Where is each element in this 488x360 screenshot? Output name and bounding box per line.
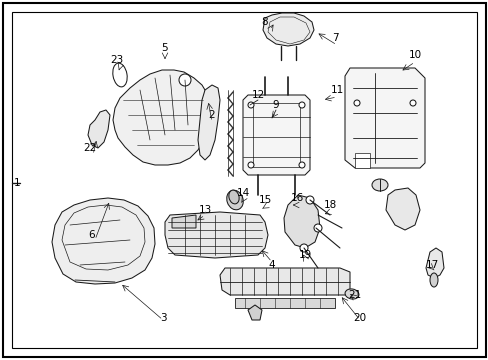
Ellipse shape <box>226 190 243 210</box>
Polygon shape <box>425 248 443 278</box>
Ellipse shape <box>353 100 359 106</box>
Text: 6: 6 <box>88 230 95 240</box>
Text: 2: 2 <box>208 110 215 120</box>
Polygon shape <box>172 215 196 228</box>
Polygon shape <box>263 13 313 46</box>
Text: 14: 14 <box>236 188 249 198</box>
Text: 9: 9 <box>272 100 279 110</box>
Ellipse shape <box>113 63 127 87</box>
Polygon shape <box>385 188 419 230</box>
Text: 20: 20 <box>353 313 366 323</box>
Text: 17: 17 <box>425 260 438 270</box>
Polygon shape <box>113 70 209 165</box>
Ellipse shape <box>429 273 437 287</box>
Ellipse shape <box>313 224 321 232</box>
Polygon shape <box>247 305 262 320</box>
Text: 3: 3 <box>160 313 166 323</box>
Polygon shape <box>235 298 334 308</box>
Polygon shape <box>243 95 309 175</box>
Text: 8: 8 <box>261 17 268 27</box>
Text: 21: 21 <box>347 290 361 300</box>
Ellipse shape <box>247 162 253 168</box>
Polygon shape <box>52 198 155 284</box>
Text: 12: 12 <box>251 90 264 100</box>
Text: 10: 10 <box>407 50 421 60</box>
Text: 4: 4 <box>268 260 275 270</box>
Polygon shape <box>198 85 220 160</box>
Polygon shape <box>284 195 319 248</box>
Ellipse shape <box>345 289 358 299</box>
Ellipse shape <box>298 162 305 168</box>
Text: 5: 5 <box>162 43 168 53</box>
Polygon shape <box>88 110 110 148</box>
Text: 23: 23 <box>110 55 123 65</box>
Ellipse shape <box>305 196 313 204</box>
Polygon shape <box>164 212 267 258</box>
Ellipse shape <box>247 102 253 108</box>
Polygon shape <box>354 153 369 168</box>
Text: 19: 19 <box>298 250 311 260</box>
Ellipse shape <box>409 100 415 106</box>
Text: 7: 7 <box>331 33 338 43</box>
Ellipse shape <box>179 74 191 86</box>
Ellipse shape <box>228 190 239 204</box>
Text: 13: 13 <box>198 205 211 215</box>
Ellipse shape <box>298 102 305 108</box>
Ellipse shape <box>299 244 307 252</box>
Polygon shape <box>345 68 424 168</box>
Text: 22: 22 <box>83 143 97 153</box>
Ellipse shape <box>371 179 387 191</box>
Text: 16: 16 <box>290 193 303 203</box>
Text: 11: 11 <box>330 85 343 95</box>
Text: 15: 15 <box>258 195 271 205</box>
Text: 18: 18 <box>323 200 336 210</box>
Polygon shape <box>220 268 349 295</box>
Text: 1: 1 <box>14 178 20 188</box>
